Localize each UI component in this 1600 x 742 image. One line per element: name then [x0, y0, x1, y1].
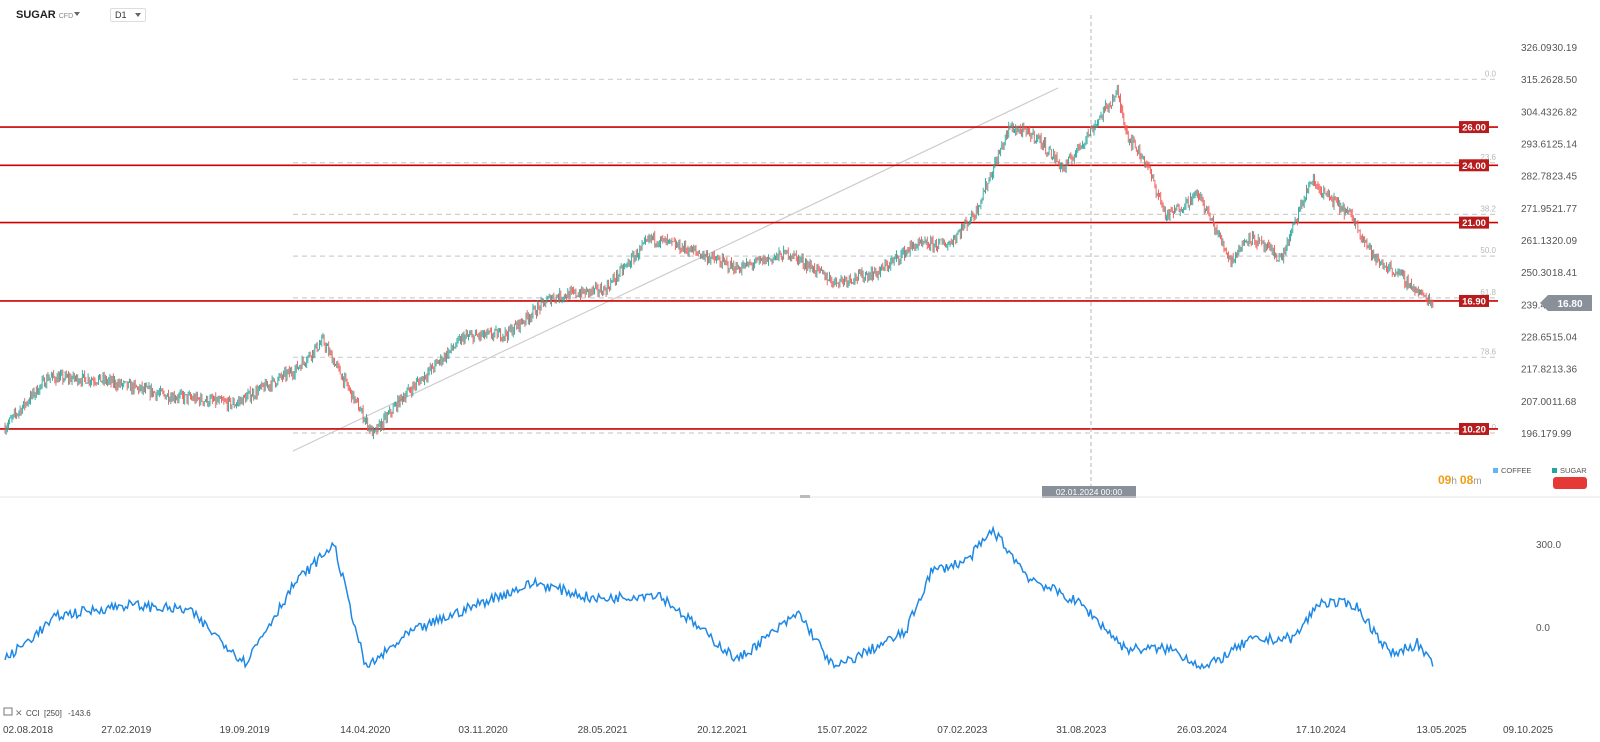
cci-indicator [4, 525, 1434, 671]
level-label-box [1459, 422, 1489, 435]
level-label-box [1459, 121, 1489, 134]
fib-level-label: 38.2 [1480, 204, 1496, 213]
level-label: 21.00 [1462, 218, 1486, 229]
time-tick-label: 17.10.2024 [1296, 725, 1346, 736]
price-series [4, 84, 1434, 440]
fib-level-label: 61.8 [1480, 288, 1496, 297]
value-tick-label: 13.36 [1552, 365, 1577, 376]
legend: COFFEE SUGAR 09h 08m [1438, 466, 1587, 489]
cci-tick-label: 0.0 [1536, 623, 1550, 634]
price-tick-label: 293.61 [1521, 140, 1552, 151]
timeframe-value: D1 [115, 10, 127, 20]
time-tick-label: 19.09.2019 [220, 725, 270, 736]
value-tick-label: 20.09 [1552, 236, 1577, 247]
fib-level-label: 78.6 [1480, 347, 1496, 356]
price-tick-label: 282.78 [1521, 172, 1552, 183]
price-tick-label: 196.17 [1521, 429, 1552, 440]
cci-tick-label: 300.0 [1536, 540, 1561, 551]
time-tick-label: 09.10.2025 [1503, 725, 1553, 736]
value-tick-label: 30.19 [1552, 43, 1577, 54]
value-tick-label: 15.04 [1552, 333, 1577, 344]
level-label-box [1459, 159, 1489, 172]
time-axis[interactable]: 02.08.2018 27.02.2019 19.09.2019 14.04.2020… [3, 725, 1553, 736]
value-tick-label: 18.41 [1552, 268, 1577, 279]
coffee-legend-label: COFFEE [1501, 466, 1531, 475]
time-tick-label: 03.11.2020 [458, 725, 508, 736]
time-tick-label: 13.05.2025 [1417, 725, 1467, 736]
horizontal-levels[interactable]: 26.00 24.00 21.00 16.90 10.20 [0, 121, 1498, 435]
value-tick-label: 23.45 [1552, 172, 1577, 183]
indicator-period: [250] [44, 709, 62, 718]
fib-level-label: 0.0 [1485, 69, 1497, 78]
time-tick-label: 15.07.2022 [817, 725, 867, 736]
sugar-legend-label: SUGAR [1560, 466, 1587, 475]
level-label: 10.20 [1462, 424, 1486, 435]
price-tick-label: 326.09 [1521, 43, 1552, 54]
indicator-close-icon[interactable]: ✕ [15, 708, 23, 718]
value-tick-label: 21.77 [1552, 204, 1577, 215]
current-price-marker: 16.80 [1540, 295, 1592, 311]
coffee-legend-swatch [1493, 468, 1498, 473]
price-tick-label: 207.00 [1521, 397, 1552, 408]
value-tick-label: 9.99 [1552, 429, 1572, 440]
price-tick-label: 239.48 [1521, 300, 1552, 311]
sugar-legend-badge[interactable] [1553, 477, 1587, 489]
price-tick-label: 261.13 [1521, 236, 1552, 247]
time-tick-label: 14.04.2020 [340, 725, 390, 736]
level-label-box [1459, 294, 1489, 307]
fib-level-label: 50.0 [1480, 246, 1496, 255]
current-price-label: 16.80 [1557, 299, 1582, 310]
price-tick-label: 217.82 [1521, 365, 1552, 376]
cci-axis: 300.0 0.0 [1536, 540, 1561, 634]
sugar-legend-swatch [1552, 468, 1557, 473]
level-label: 24.00 [1462, 161, 1486, 172]
indicator-settings-icon[interactable] [3, 707, 13, 716]
value-tick-label: 11.68 [1552, 397, 1577, 408]
chevron-down-icon [135, 13, 141, 17]
price-tick-label: 250.30 [1521, 268, 1552, 279]
crosshair-date-text: 02.01.2024 00:00 [1056, 487, 1122, 497]
time-tick-label: 07.02.2023 [937, 725, 987, 736]
price-tick-label: 228.65 [1521, 333, 1552, 344]
price-tick-label: 315.26 [1521, 75, 1552, 86]
chevron-down-icon[interactable] [74, 12, 80, 16]
chart-toolbar: SUGAR CFD D1 [0, 0, 1600, 30]
crosshair-date-label: 02.01.2024 00:00 [1042, 486, 1136, 498]
time-tick-label: 20.12.2021 [697, 725, 747, 736]
value-tick-label: 28.50 [1552, 75, 1577, 86]
level-label: 16.90 [1462, 296, 1486, 307]
price-tick-label: 304.43 [1521, 107, 1552, 118]
trend-line[interactable] [292, 87, 1059, 452]
time-tick-label: 02.08.2018 [3, 725, 53, 736]
indicator-label[interactable]: ✕ CCI [250] -143.6 [3, 707, 91, 718]
symbol-selector[interactable]: SUGAR CFD [16, 9, 73, 21]
value-tick-label: 25.14 [1552, 140, 1577, 151]
indicator-name: CCI [26, 709, 40, 718]
level-label: 26.00 [1462, 123, 1486, 134]
indicator-value: -143.6 [68, 709, 91, 718]
fib-level-label: 23.6 [1480, 153, 1496, 162]
fibonacci-retracement[interactable]: 0.023.638.250.061.878.6100.0 [293, 69, 1498, 434]
time-tick-label: 31.08.2023 [1056, 725, 1106, 736]
time-tick-label: 27.02.2019 [101, 725, 151, 736]
timeframe-select[interactable]: D1 [110, 8, 146, 22]
countdown-timer: 09h 08m [1438, 473, 1482, 487]
value-tick-label: 26.82 [1552, 107, 1577, 118]
symbol-name: SUGAR [16, 9, 56, 21]
pane-resize-handle[interactable] [800, 495, 810, 498]
price-tick-label: 271.95 [1521, 204, 1552, 215]
cci-line [4, 525, 1434, 671]
symbol-tag: CFD [58, 13, 74, 20]
time-tick-label: 28.05.2021 [578, 725, 628, 736]
time-tick-label: 26.03.2024 [1177, 725, 1227, 736]
level-label-box [1459, 216, 1489, 229]
